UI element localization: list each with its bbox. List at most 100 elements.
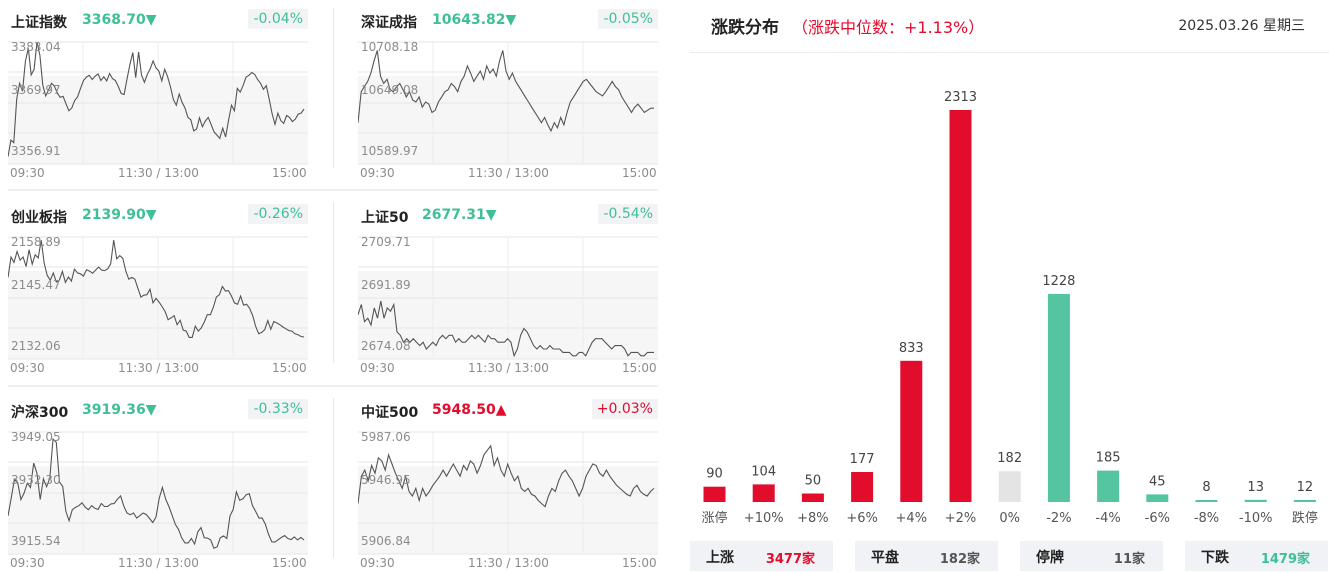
index-name: 上证指数 [11, 15, 67, 31]
index-name: 深证成指 [361, 15, 417, 31]
bar-category-label: +6% [846, 511, 878, 526]
column-divider [333, 203, 334, 363]
y-axis-high: 3383.04 [11, 40, 61, 54]
index-change-pct: -0.33% [248, 399, 308, 419]
summary-label: 下跌 [1201, 550, 1229, 566]
bar-category-label: -6% [1145, 511, 1170, 526]
summary-flat: 平盘 182家 [855, 541, 998, 571]
y-axis-mid: 5946.95 [361, 473, 411, 487]
distribution-title: 涨跌分布 [711, 18, 779, 38]
index-price: 2677.31▼ [422, 207, 497, 223]
y-axis-high: 10708.18 [361, 40, 419, 54]
distribution-bar [900, 360, 923, 502]
x-axis-open: 09:30 [360, 166, 395, 180]
index-change-pct: -0.05% [598, 9, 658, 29]
price-line [358, 300, 654, 358]
bar-value-label: 182 [997, 451, 1022, 466]
bar-category-label: 涨停 [701, 510, 727, 526]
index-price: 3368.70▼ [82, 12, 157, 28]
index-card-sse50[interactable]: 上证50 2677.31▼ -0.54% 2709.71 2691.89 2674.08 0… [358, 203, 658, 383]
bar-category-label: -4% [1095, 511, 1120, 526]
x-axis-open: 09:30 [360, 361, 395, 375]
distribution-bar [949, 110, 972, 502]
index-price: 5948.50▲ [432, 402, 507, 418]
index-card-sse[interactable]: 上证指数 3368.70▼ -0.04% 3383.04 3369.97 3356.91 0… [8, 8, 308, 188]
price-line [8, 240, 305, 338]
x-axis-close: 15:00 [272, 556, 307, 570]
y-axis-mid: 3369.97 [11, 83, 61, 97]
index-header: 上证50 2677.31▼ -0.54% [358, 203, 658, 229]
bar-category-label: +8% [797, 511, 829, 526]
intraday-sparkline [8, 41, 308, 165]
price-line [358, 50, 654, 133]
index-name: 沪深300 [11, 405, 69, 421]
index-change-pct: +0.03% [591, 399, 658, 419]
y-axis-high: 3949.05 [11, 430, 61, 444]
distribution-bar [1195, 500, 1218, 502]
index-header: 创业板指 2139.90▼ -0.26% [8, 203, 308, 229]
x-axis-close: 15:00 [622, 361, 657, 375]
distribution-bar [1293, 500, 1316, 502]
index-card-csi300[interactable]: 沪深300 3919.36▼ -0.33% 3949.05 3932.30 3915.54… [8, 398, 308, 572]
x-axis-midday: 11:30 / 13:00 [118, 166, 199, 180]
bar-value-label: 12 [1297, 480, 1314, 495]
bar-category-label: +4% [896, 511, 928, 526]
trade-date: 2025.03.26 星期三 [1178, 18, 1305, 34]
summary-value: 11家 [1113, 552, 1145, 567]
distribution-bar [1244, 499, 1267, 502]
price-line [8, 42, 305, 157]
x-axis-close: 15:00 [622, 556, 657, 570]
y-axis-low: 5906.84 [361, 534, 411, 548]
x-axis-open: 09:30 [10, 361, 45, 375]
distribution-panel: 涨跌分布 （涨跌中位数：+1.13%） 2025.03.26 星期三 90 涨停 1… [690, 0, 1329, 572]
bar-value-label: 50 [805, 474, 822, 489]
bar-value-label: 90 [706, 467, 723, 482]
x-axis-open: 09:30 [360, 556, 395, 570]
distribution-bar [801, 493, 824, 502]
summary-value: 182家 [939, 552, 980, 567]
index-name: 中证500 [361, 405, 419, 421]
intraday-sparkline [358, 41, 658, 165]
index-card-chinext[interactable]: 创业板指 2139.90▼ -0.26% 2158.89 2145.47 2132.06 0… [8, 203, 308, 383]
distribution-bar [752, 484, 775, 502]
bar-value-label: 185 [1096, 451, 1121, 466]
y-axis-low: 2132.06 [11, 339, 61, 353]
distribution-bar [1047, 293, 1070, 502]
median-change-text: （涨跌中位数：+1.13%） [792, 18, 985, 37]
distribution-bar [703, 486, 726, 502]
x-axis-open: 09:30 [10, 556, 45, 570]
x-axis-close: 15:00 [272, 166, 307, 180]
distribution-bar [1097, 470, 1120, 502]
bar-category-label: +10% [744, 511, 784, 526]
index-price: 2139.90▼ [82, 207, 157, 223]
index-card-szse[interactable]: 深证成指 10643.82▼ -0.05% 10708.18 10649.08 10589… [358, 8, 658, 188]
y-axis-mid: 2145.47 [11, 278, 61, 292]
distribution-bar [1146, 494, 1169, 502]
index-change-pct: -0.26% [248, 204, 308, 224]
summary-label: 上涨 [706, 550, 734, 566]
index-header: 上证指数 3368.70▼ -0.04% [8, 8, 308, 34]
y-axis-mid: 3932.30 [11, 473, 61, 487]
bar-value-label: 2313 [944, 90, 977, 105]
bar-value-label: 1228 [1042, 274, 1075, 289]
bar-category-label: 0% [999, 511, 1020, 526]
bar-value-label: 45 [1149, 474, 1166, 489]
y-axis-low: 3915.54 [11, 534, 61, 548]
y-axis-mid: 10649.08 [361, 83, 419, 97]
index-name: 上证50 [361, 210, 409, 226]
intraday-sparkline [358, 431, 658, 555]
bar-value-label: 8 [1202, 480, 1210, 495]
x-axis-open: 09:30 [10, 166, 45, 180]
summary-rising: 上涨 3477家 [690, 541, 833, 571]
summary-suspended: 停牌 11家 [1020, 541, 1163, 571]
bar-value-label: 13 [1247, 480, 1264, 495]
x-axis-midday: 11:30 / 13:00 [118, 361, 199, 375]
index-card-csi500[interactable]: 中证500 5948.50▲ +0.03% 5987.06 5946.95 5906.84… [358, 398, 658, 572]
price-line [8, 437, 305, 550]
y-axis-high: 2158.89 [11, 235, 61, 249]
distribution-bar [851, 472, 874, 502]
column-divider [333, 398, 334, 558]
x-axis-midday: 11:30 / 13:00 [118, 556, 199, 570]
index-price: 3919.36▼ [82, 402, 157, 418]
bar-category-label: -2% [1046, 511, 1071, 526]
